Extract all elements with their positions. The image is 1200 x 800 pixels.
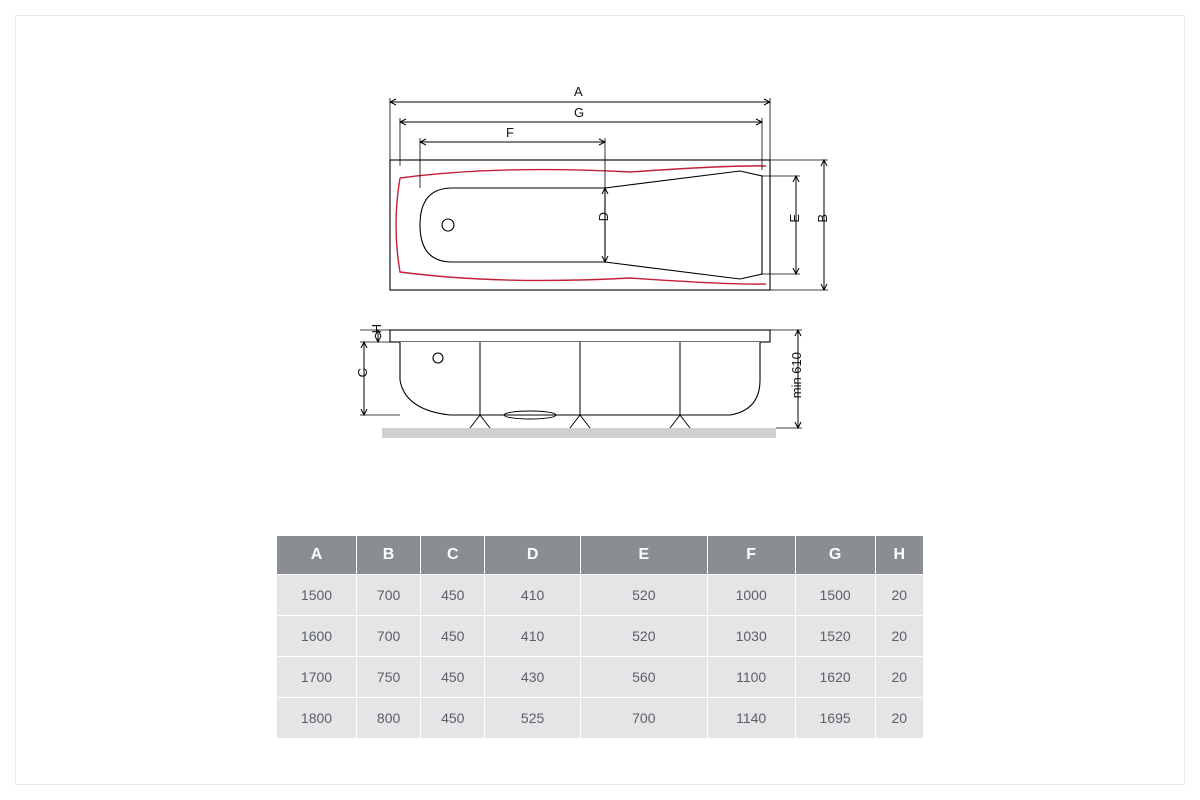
table-cell: 20	[876, 575, 923, 615]
table-cell: 20	[876, 657, 923, 697]
table-row: 16007004504105201030152020	[277, 616, 923, 656]
table-body: 1500700450410520100015002016007004504105…	[277, 575, 923, 738]
table-header-cell: E	[581, 536, 707, 574]
dim-label-b: B	[815, 214, 830, 223]
table-cell: 700	[581, 698, 707, 738]
dimensions-table-wrap: ABCDEFGH 1500700450410520100015002016007…	[276, 535, 924, 739]
table-cell: 1500	[796, 575, 875, 615]
dim-label-d: D	[596, 212, 611, 221]
table-cell: 450	[421, 657, 484, 697]
table-cell: 800	[357, 698, 420, 738]
table-cell: 410	[485, 616, 580, 656]
dim-label-f: F	[506, 125, 514, 140]
table-cell: 1030	[708, 616, 795, 656]
dimensions-table: ABCDEFGH 1500700450410520100015002016007…	[276, 535, 924, 739]
table-row: 17007504504305601100162020	[277, 657, 923, 697]
table-header-cell: H	[876, 536, 923, 574]
dim-label-c: C	[355, 368, 370, 377]
table-cell: 450	[421, 616, 484, 656]
table-cell: 20	[876, 616, 923, 656]
dim-label-g: G	[574, 105, 584, 120]
table-cell: 20	[876, 698, 923, 738]
dim-label-a: A	[574, 84, 583, 99]
table-cell: 410	[485, 575, 580, 615]
table-cell: 1500	[277, 575, 356, 615]
table-header-cell: B	[357, 536, 420, 574]
table-cell: 520	[581, 575, 707, 615]
table-cell: 750	[357, 657, 420, 697]
table-cell: 1100	[708, 657, 795, 697]
table-header-cell: G	[796, 536, 875, 574]
dim-label-min610: min 610	[789, 352, 804, 398]
table-cell: 525	[485, 698, 580, 738]
table-header-cell: D	[485, 536, 580, 574]
drawing-svg	[330, 80, 870, 460]
top-view	[390, 98, 828, 290]
dim-label-h: H	[369, 324, 384, 333]
table-cell: 1140	[708, 698, 795, 738]
table-row: 18008004505257001140169520	[277, 698, 923, 738]
table-cell: 1700	[277, 657, 356, 697]
table-cell: 1520	[796, 616, 875, 656]
table-cell: 450	[421, 698, 484, 738]
table-cell: 1620	[796, 657, 875, 697]
table-cell: 1600	[277, 616, 356, 656]
dim-label-e: E	[787, 214, 802, 223]
table-cell: 520	[581, 616, 707, 656]
table-cell: 450	[421, 575, 484, 615]
table-cell: 1000	[708, 575, 795, 615]
table-header-cell: A	[277, 536, 356, 574]
table-cell: 560	[581, 657, 707, 697]
table-header-cell: F	[708, 536, 795, 574]
table-row: 15007004504105201000150020	[277, 575, 923, 615]
side-view	[360, 330, 802, 438]
table-header-row: ABCDEFGH	[277, 536, 923, 574]
table-cell: 700	[357, 575, 420, 615]
table-cell: 430	[485, 657, 580, 697]
technical-drawing: A G F D E B H C min 610	[330, 80, 870, 460]
table-cell: 1695	[796, 698, 875, 738]
table-header-cell: C	[421, 536, 484, 574]
table-cell: 700	[357, 616, 420, 656]
table-cell: 1800	[277, 698, 356, 738]
